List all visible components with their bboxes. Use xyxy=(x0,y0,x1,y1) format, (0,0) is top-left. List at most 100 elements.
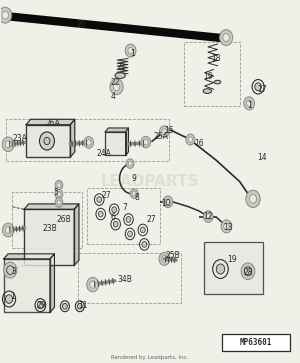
Text: 3: 3 xyxy=(12,267,16,276)
Polygon shape xyxy=(125,128,128,155)
Circle shape xyxy=(55,180,63,190)
Bar xyxy=(78,253,181,303)
Circle shape xyxy=(130,189,138,198)
Text: 11: 11 xyxy=(78,301,88,310)
Text: 26B: 26B xyxy=(56,215,71,224)
Text: 6: 6 xyxy=(110,213,115,222)
Circle shape xyxy=(140,227,145,233)
Circle shape xyxy=(4,262,17,278)
Circle shape xyxy=(2,11,8,19)
Circle shape xyxy=(247,100,252,107)
Circle shape xyxy=(5,295,13,303)
Text: MP63601: MP63601 xyxy=(240,338,272,347)
Bar xyxy=(6,119,169,160)
Circle shape xyxy=(126,159,134,168)
Text: 14: 14 xyxy=(257,154,267,163)
Text: 15: 15 xyxy=(165,126,174,135)
Text: 4: 4 xyxy=(110,92,115,101)
Polygon shape xyxy=(70,119,75,157)
Circle shape xyxy=(143,139,148,145)
Circle shape xyxy=(7,266,14,274)
Circle shape xyxy=(86,139,91,145)
Circle shape xyxy=(38,302,44,309)
Text: 28: 28 xyxy=(244,268,253,277)
Circle shape xyxy=(203,211,213,223)
Text: 13: 13 xyxy=(223,223,232,232)
Circle shape xyxy=(206,214,211,220)
Circle shape xyxy=(249,195,256,203)
Circle shape xyxy=(223,34,230,41)
Ellipse shape xyxy=(203,89,212,93)
Circle shape xyxy=(87,277,99,292)
Bar xyxy=(222,334,290,351)
Text: 34B: 34B xyxy=(117,276,132,284)
Text: 18: 18 xyxy=(211,54,220,63)
Circle shape xyxy=(246,190,260,208)
Text: Rendered by Leadparts, Inc.: Rendered by Leadparts, Inc. xyxy=(111,355,189,360)
Text: 1: 1 xyxy=(10,292,15,301)
Circle shape xyxy=(141,136,151,148)
Circle shape xyxy=(40,132,54,150)
Circle shape xyxy=(55,189,63,199)
Circle shape xyxy=(162,129,167,134)
Polygon shape xyxy=(105,128,128,132)
Text: 8: 8 xyxy=(134,193,139,202)
Ellipse shape xyxy=(115,73,125,78)
Circle shape xyxy=(112,207,117,213)
Circle shape xyxy=(128,231,132,237)
Circle shape xyxy=(244,97,254,110)
Polygon shape xyxy=(4,254,54,259)
Text: 7: 7 xyxy=(122,203,127,212)
Circle shape xyxy=(159,252,170,265)
Text: 12: 12 xyxy=(203,212,213,221)
Text: 27: 27 xyxy=(102,191,112,200)
Circle shape xyxy=(220,30,233,45)
Polygon shape xyxy=(50,254,54,313)
Circle shape xyxy=(244,267,251,276)
Circle shape xyxy=(160,126,169,137)
Bar xyxy=(184,42,240,106)
Circle shape xyxy=(44,137,50,144)
Circle shape xyxy=(0,7,12,23)
Circle shape xyxy=(224,223,229,229)
Text: 27: 27 xyxy=(147,215,156,224)
Text: 20: 20 xyxy=(76,20,86,29)
Text: LEADPARTS: LEADPARTS xyxy=(101,174,199,189)
Text: 17: 17 xyxy=(257,85,267,94)
Text: 25B: 25B xyxy=(165,252,180,261)
Circle shape xyxy=(162,256,167,262)
Circle shape xyxy=(84,136,94,148)
Bar xyxy=(26,125,70,157)
Circle shape xyxy=(128,161,132,166)
Polygon shape xyxy=(74,204,79,265)
Bar xyxy=(4,259,50,313)
Circle shape xyxy=(2,223,14,237)
Circle shape xyxy=(5,140,11,148)
Circle shape xyxy=(244,267,251,276)
Circle shape xyxy=(57,183,61,187)
Circle shape xyxy=(7,266,14,274)
Text: 16: 16 xyxy=(194,139,204,148)
Text: 9: 9 xyxy=(131,174,136,183)
Text: 23A: 23A xyxy=(13,134,28,143)
Circle shape xyxy=(128,47,133,54)
Bar xyxy=(204,242,263,294)
Text: 25A: 25A xyxy=(153,132,168,141)
Circle shape xyxy=(113,83,120,91)
Bar xyxy=(87,188,160,244)
Circle shape xyxy=(241,263,255,280)
Text: 21: 21 xyxy=(117,63,126,72)
Circle shape xyxy=(221,220,232,233)
Circle shape xyxy=(57,192,61,196)
Text: 23B: 23B xyxy=(43,224,57,233)
Ellipse shape xyxy=(214,80,221,84)
Circle shape xyxy=(216,264,225,274)
Circle shape xyxy=(98,211,103,217)
Text: 1: 1 xyxy=(248,101,252,110)
Text: 19: 19 xyxy=(227,255,237,264)
Circle shape xyxy=(113,221,118,227)
Circle shape xyxy=(5,227,11,233)
Circle shape xyxy=(97,197,102,203)
Circle shape xyxy=(188,137,193,142)
Text: 5: 5 xyxy=(53,188,58,197)
